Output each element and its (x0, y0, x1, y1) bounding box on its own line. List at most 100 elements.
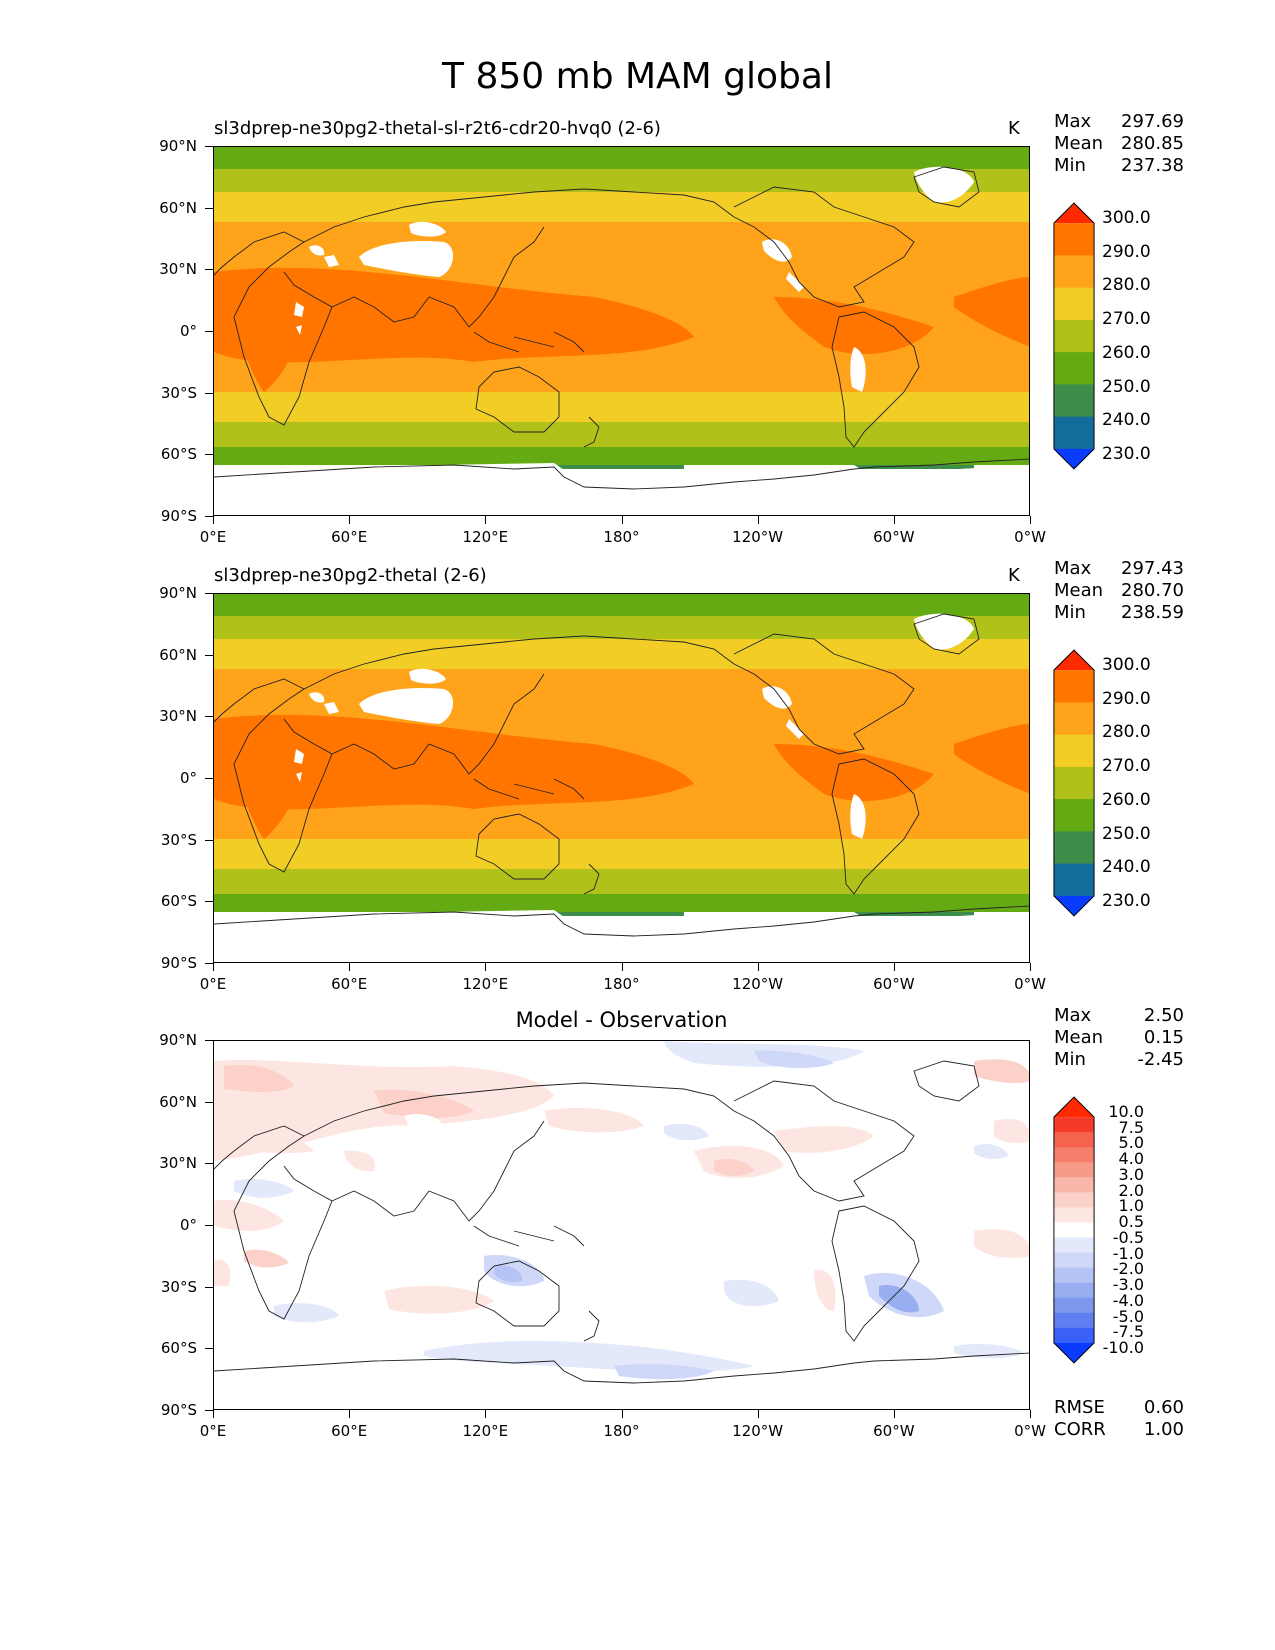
colorbar-segment (1053, 287, 1095, 321)
longitude-tick-label: 0°W (1014, 1422, 1046, 1440)
positive-bias-region (544, 1107, 644, 1133)
map-canvas (214, 1041, 1029, 1409)
latitude-tick-label: 60°S (160, 445, 197, 464)
stat-value: 280.70 (1121, 580, 1184, 601)
stat-corr: CORR 1.00 (1054, 1419, 1184, 1441)
longitude-tick-label: 120°W (732, 975, 784, 993)
warm-region (234, 728, 314, 839)
latitude-tick-label: 90°N (159, 584, 197, 602)
stat-name: Mean (1054, 1027, 1104, 1048)
colorbar-segment (1053, 319, 1095, 353)
warm-region (954, 724, 1029, 794)
longitude-tick-mark (621, 1410, 623, 1418)
latitude-tick-mark (205, 963, 213, 964)
colorbar-segment (1053, 1327, 1095, 1344)
coastline (331, 673, 545, 775)
longitude-tick-label: 120°E (462, 975, 509, 993)
coastline (473, 331, 585, 353)
latitude-tick-mark (205, 146, 213, 147)
longitude-tick-mark (213, 516, 214, 524)
coastline (831, 311, 920, 448)
positive-bias-region (974, 1229, 1029, 1258)
colorbar-segment (1053, 1177, 1095, 1193)
coastline (473, 1225, 585, 1247)
stat-value: 297.43 (1121, 558, 1184, 579)
masked-region (309, 245, 325, 256)
masked-region (296, 772, 302, 782)
coastline (733, 633, 915, 755)
colorbar-segment (1053, 863, 1095, 897)
stat-name: CORR (1054, 1419, 1106, 1440)
latitude-tick-label: 60°N (159, 198, 197, 217)
panel-title: sl3dprep-ne30pg2-thetal-sl-r2t6-cdr20-hv… (214, 118, 661, 139)
colorbar-tick-label: 7.5 (1118, 1117, 1144, 1137)
masked-region (359, 687, 454, 724)
positive-bias-region (774, 1126, 874, 1153)
masked-region (324, 255, 339, 267)
positive-bias-region (224, 1064, 294, 1093)
coastline (214, 458, 1029, 490)
colorbar-extend-max (1053, 1097, 1095, 1118)
masked-region (309, 692, 325, 703)
colorbar-segment (1053, 1132, 1095, 1148)
positive-bias-region (214, 1259, 231, 1286)
summary-stats: Max 2.50 Mean 0.15 Min -2.45 (1054, 1005, 1184, 1071)
colorbar-tick-label: 250.0 (1102, 376, 1151, 397)
stat-mean: Mean 280.70 (1054, 580, 1184, 602)
colorbar-segment (1053, 416, 1095, 450)
colorbar-tick-label: 270.0 (1102, 309, 1151, 330)
stat-name: Max (1054, 558, 1092, 579)
negative-bias-region (614, 1363, 714, 1380)
latitude-tick-label: 30°N (159, 260, 197, 279)
colorbar-extend-min (1053, 895, 1095, 916)
colorbar-segment (1053, 1117, 1095, 1133)
latitude-tick-mark (205, 1410, 213, 1411)
latitude-tick-mark (205, 331, 213, 332)
latitude-tick-label: 60°N (159, 1092, 197, 1111)
coastline (214, 1352, 1029, 1384)
colorbar-tick-label: 240.0 (1102, 857, 1151, 878)
coastline (303, 635, 735, 690)
latitude-tick-mark (205, 839, 213, 841)
longitude-tick-mark (621, 516, 623, 524)
positive-bias-region (214, 1199, 284, 1231)
stat-mean: Mean 0.15 (1054, 1027, 1184, 1049)
stat-value: 280.85 (1121, 133, 1184, 154)
stat-name: RMSE (1054, 1397, 1105, 1418)
difference-panel-title: Model - Observation (515, 1008, 728, 1032)
temperature-band (214, 869, 1029, 894)
colorbar-tick-label: 230.0 (1102, 444, 1151, 464)
longitude-tick-label: 0°E (199, 975, 227, 993)
coastline (331, 226, 545, 328)
warm-region (234, 281, 314, 392)
colorbar-tick-label: 5.0 (1118, 1133, 1144, 1153)
longitude-tick-label: 120°E (462, 1422, 509, 1440)
latitude-tick-label: 30°S (160, 1277, 197, 1296)
temperature-band (214, 147, 1029, 169)
positive-bias-region (244, 1249, 289, 1268)
negative-bias-region (754, 1050, 834, 1069)
stat-name: Max (1054, 1005, 1092, 1026)
longitude-tick-label: 60°W (873, 1422, 915, 1440)
coastline (475, 813, 560, 880)
latitude-tick-label: 90°N (159, 137, 197, 155)
colorbar-segment (1053, 384, 1095, 418)
longitude-tick-mark (349, 963, 351, 971)
colorbar-segment (1053, 734, 1095, 768)
colorbar-tick-label: 230.0 (1102, 891, 1151, 911)
colorbar-tick-label: 270.0 (1102, 756, 1151, 777)
stat-value: 0.15 (1143, 1027, 1184, 1048)
longitude-tick-label: 120°W (732, 528, 784, 546)
longitude-tick-label: 180° (603, 1422, 640, 1440)
colorbar-tick-label: -1.0 (1112, 1243, 1144, 1263)
longitude-tick-mark (1030, 1410, 1031, 1418)
longitude-tick-label: 60°E (331, 528, 368, 546)
positive-bias-region (814, 1270, 836, 1311)
latitude-tick-mark (205, 1225, 213, 1226)
masked-region (214, 910, 1029, 962)
stat-name: Max (1054, 111, 1092, 132)
temperature-band (214, 639, 1029, 669)
positive-bias-region (384, 1285, 494, 1314)
coastline (331, 1120, 545, 1222)
colorbar-tick-label: 300.0 (1102, 655, 1151, 675)
